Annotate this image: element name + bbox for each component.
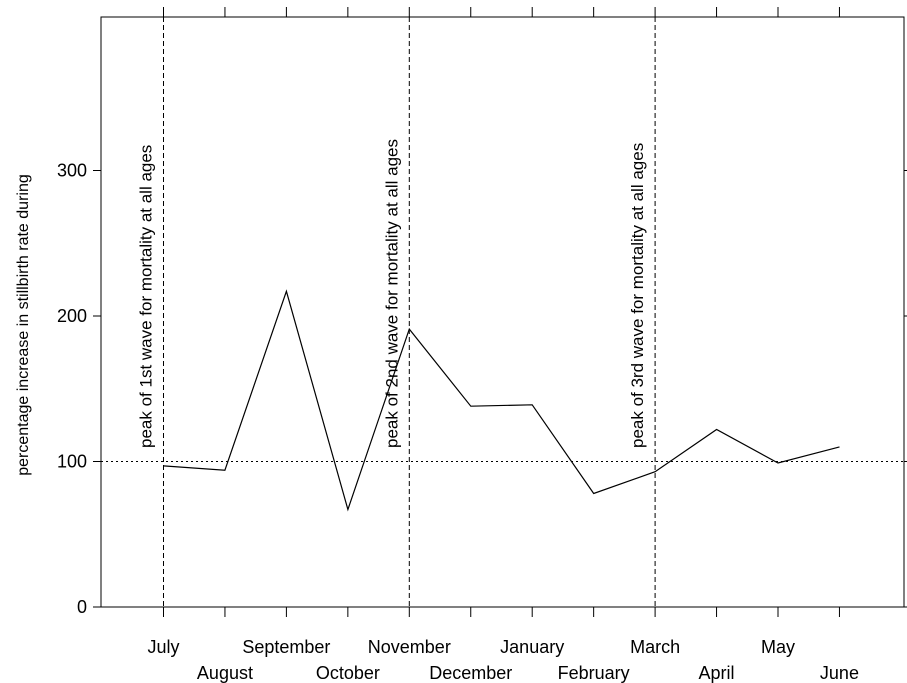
x-axis-ticks: July August September October November Decemb… — [147, 7, 859, 683]
annotation-text-2: peak of 2nd wave for mortality at all ag… — [382, 139, 401, 448]
x-tick-label-may: May — [761, 637, 795, 657]
y-tick-label-100: 100 — [57, 452, 87, 472]
x-tick-label-july: July — [147, 637, 179, 657]
x-tick-label-january: January — [500, 637, 564, 657]
y-tick-label-0: 0 — [77, 597, 87, 617]
x-tick-label-march: March — [630, 637, 680, 657]
x-tick-label-december: December — [429, 663, 512, 683]
x-tick-label-june: June — [820, 663, 859, 683]
x-tick-label-april: April — [699, 663, 735, 683]
series-lines — [163, 289, 840, 512]
x-tick-label-october: October — [316, 663, 380, 683]
x-tick-label-february: February — [558, 663, 630, 683]
annotation-text-3: peak of 3rd wave for mortality at all ag… — [628, 143, 647, 448]
series-line-0 — [163, 289, 840, 512]
x-tick-label-august: August — [197, 663, 253, 683]
y-axis-ticks: 0 100 200 300 — [57, 161, 907, 617]
y-tick-label-200: 200 — [57, 306, 87, 326]
annotations: peak of 1st wave for mortality at all ag… — [137, 17, 656, 607]
plot-frame — [100, 16, 905, 608]
x-tick-label-september: September — [242, 637, 330, 657]
x-tick-label-november: November — [368, 637, 451, 657]
y-axis-label: percentage increase in stillbirth rate d… — [15, 174, 32, 476]
annotation-text-1: peak of 1st wave for mortality at all ag… — [137, 145, 156, 448]
y-tick-label-300: 300 — [57, 161, 87, 181]
